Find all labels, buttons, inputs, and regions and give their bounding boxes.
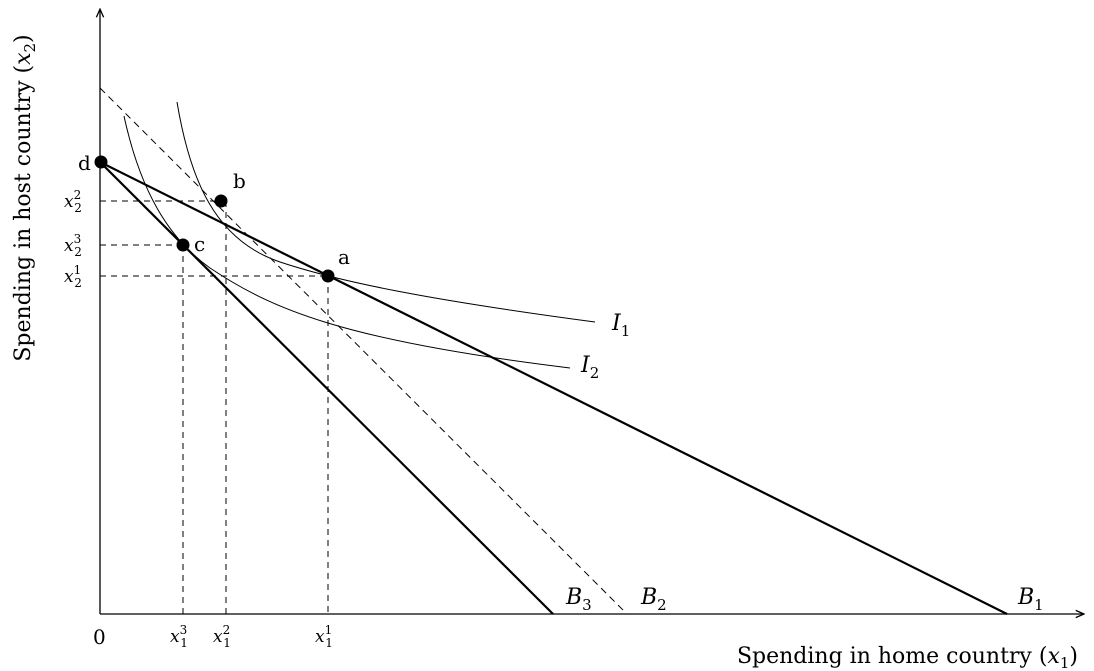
point-c xyxy=(176,238,190,252)
point-d xyxy=(94,155,108,169)
label-b2: B2 xyxy=(640,585,667,614)
point-label-a: a xyxy=(338,245,350,269)
origin-label: 0 xyxy=(93,625,106,649)
x-axis-title: Spending in home country (x1) xyxy=(737,644,1078,671)
budget-line-b2 xyxy=(99,87,628,615)
y-tick-x2-1: x1 2 xyxy=(64,263,82,290)
guide-lines xyxy=(100,200,329,614)
y-axis-title: Spending in host country (x2) xyxy=(11,34,39,361)
point-label-d: d xyxy=(78,151,91,175)
label-i1: I1 xyxy=(611,311,630,340)
y-tick-x2-2: x2 2 xyxy=(64,188,82,215)
label-b3: B3 xyxy=(565,585,592,614)
x-tick-x1-1: x1 1 xyxy=(315,623,333,650)
x-tick-x1-2: x2 1 xyxy=(213,623,231,650)
budget-line-b1 xyxy=(99,161,1008,615)
point-label-c: c xyxy=(194,232,205,256)
budget-line-b3 xyxy=(99,161,554,615)
label-i2: I2 xyxy=(580,353,599,382)
point-a xyxy=(321,269,335,283)
point-b xyxy=(214,194,228,208)
label-b1: B1 xyxy=(1017,585,1044,614)
x-tick-x1-3: x3 1 xyxy=(170,623,188,650)
indifference-curve-i2 xyxy=(123,115,571,369)
indifference-curve-i1 xyxy=(176,101,596,323)
y-tick-x2-3: x3 2 xyxy=(64,232,82,259)
point-label-b: b xyxy=(233,169,246,193)
